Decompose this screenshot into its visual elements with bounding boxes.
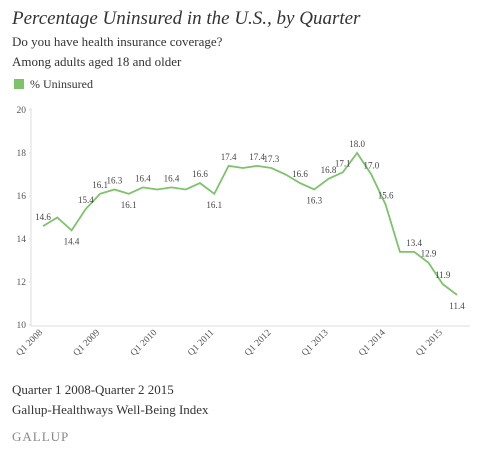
x-tick-label: Q1 2014 <box>357 328 388 359</box>
y-tick-label: 10 <box>17 321 27 331</box>
y-tick-label: 14 <box>17 235 27 245</box>
x-tick-label: Q1 2011 <box>186 328 216 358</box>
data-label: 14.4 <box>64 236 80 246</box>
legend-label: % Uninsured <box>30 77 93 91</box>
x-tick-label: Q1 2009 <box>72 328 103 359</box>
data-label: 16.4 <box>164 173 180 183</box>
data-label: 16.6 <box>192 169 208 179</box>
data-label: 16.6 <box>292 169 308 179</box>
data-label: 16.1 <box>92 180 108 190</box>
data-label: 16.3 <box>306 196 322 206</box>
x-tick-label: Q1 2013 <box>300 328 331 359</box>
chart-title: Percentage Uninsured in the U.S., by Qua… <box>11 8 361 29</box>
data-label: 16.3 <box>107 176 123 186</box>
data-label: 17.4 <box>221 152 237 162</box>
note: Gallup-Healthways Well-Being Index <box>12 402 209 417</box>
y-tick-label: 18 <box>17 149 27 159</box>
data-label: 17.1 <box>335 158 351 168</box>
data-label: 14.6 <box>35 212 51 222</box>
data-label: 16.8 <box>321 165 337 175</box>
data-label: 15.6 <box>378 191 394 201</box>
data-label: 16.4 <box>135 173 151 183</box>
x-tick-label: Q1 2012 <box>243 328 274 359</box>
data-label: 17.3 <box>264 154 280 164</box>
subtitle: Among adults aged 18 and older <box>12 54 182 69</box>
y-tick-label: 16 <box>17 192 27 202</box>
y-tick-label: 20 <box>17 106 27 116</box>
data-label: 18.0 <box>349 139 365 149</box>
data-label: 15.4 <box>78 195 94 205</box>
legend-swatch <box>14 79 24 89</box>
x-tick-label: Q1 2008 <box>15 328 46 359</box>
data-label: 13.4 <box>406 238 422 248</box>
data-label: 16.1 <box>206 200 222 210</box>
note: Quarter 1 2008-Quarter 2 2015 <box>12 382 174 397</box>
data-label: 11.9 <box>435 270 451 280</box>
data-label: 12.9 <box>421 249 437 259</box>
data-label: 11.4 <box>449 301 465 311</box>
x-tick-label: Q1 2015 <box>414 328 445 359</box>
data-label: 17.4 <box>249 152 265 162</box>
data-label: 16.1 <box>121 200 137 210</box>
y-tick-label: 12 <box>17 278 27 288</box>
brand: GALLUP <box>12 429 69 444</box>
line <box>42 151 458 296</box>
subtitle: Do you have health insurance coverage? <box>12 34 223 49</box>
x-tick-label: Q1 2010 <box>129 328 160 359</box>
data-label: 17.0 <box>363 161 379 171</box>
